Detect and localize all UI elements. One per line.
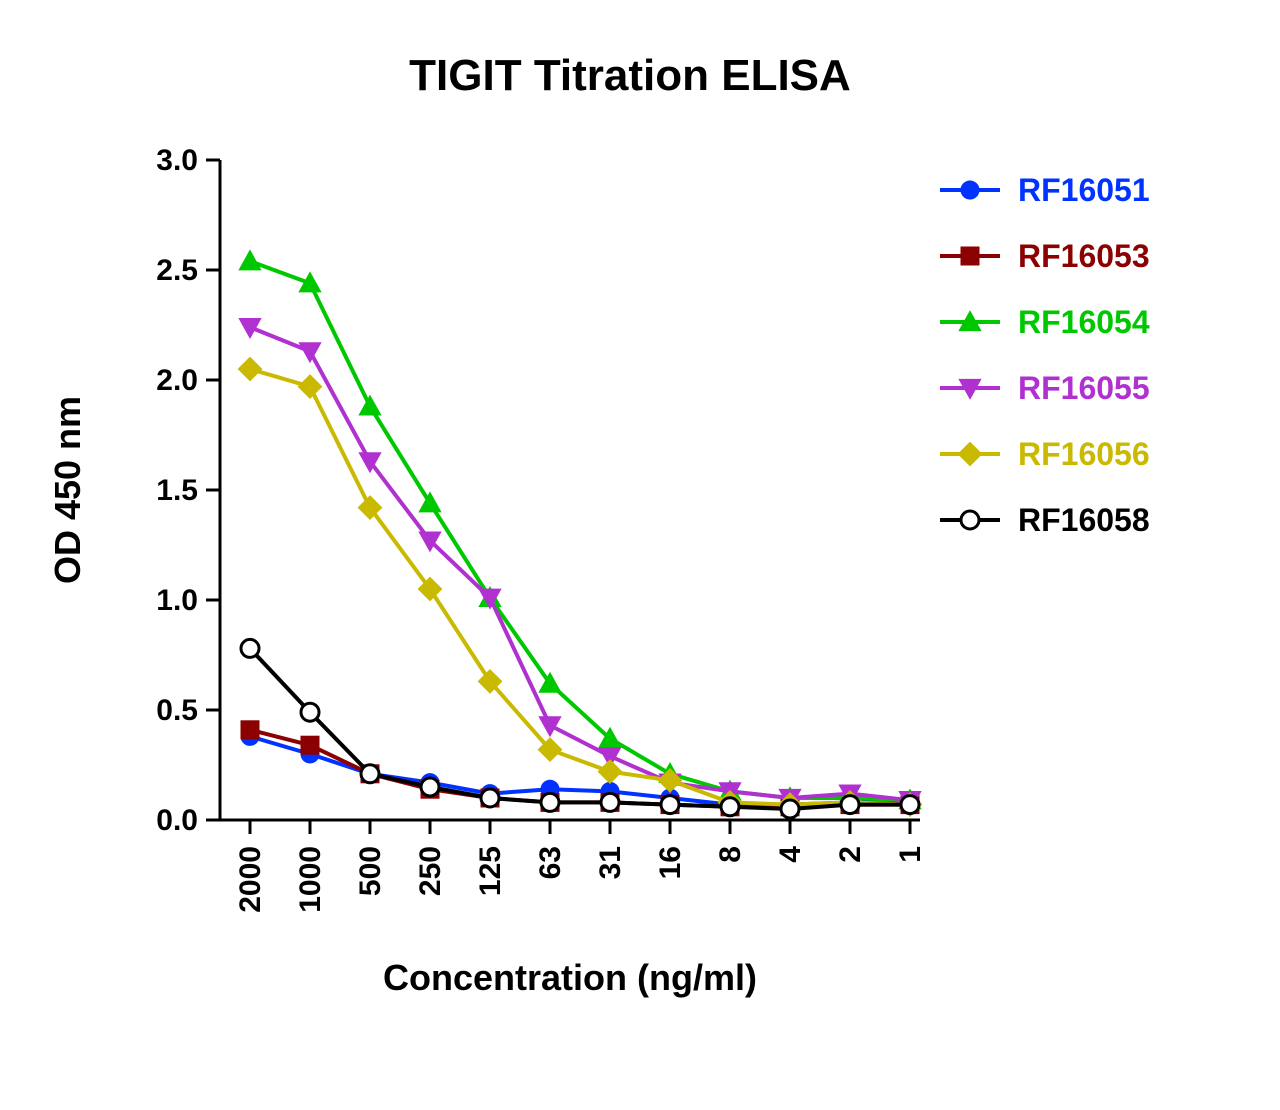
series-marker — [301, 703, 319, 721]
series-marker — [658, 769, 681, 792]
legend-marker — [961, 181, 979, 199]
legend-marker — [961, 511, 979, 529]
series-marker — [598, 760, 621, 783]
x-tick-label: 16 — [654, 846, 687, 879]
series-marker — [241, 721, 259, 739]
x-axis-label: Concentration (ng/ml) — [383, 957, 757, 998]
y-tick-label: 1.0 — [156, 584, 198, 617]
chart-title: TIGIT Titration ELISA — [409, 51, 851, 100]
x-tick-label: 63 — [534, 846, 567, 879]
series-marker — [841, 796, 859, 814]
series-marker — [299, 343, 321, 362]
x-tick-label: 250 — [414, 846, 447, 896]
series-marker — [721, 798, 739, 816]
series-marker — [601, 793, 619, 811]
x-tick-label: 8 — [714, 846, 747, 863]
x-tick-label: 125 — [474, 846, 507, 896]
x-tick-label: 500 — [354, 846, 387, 896]
x-tick-label: 2000 — [234, 846, 267, 913]
x-tick-label: 4 — [774, 846, 807, 863]
series-marker — [421, 778, 439, 796]
series-marker — [541, 793, 559, 811]
y-tick-label: 1.5 — [156, 474, 198, 507]
legend-marker — [961, 247, 979, 265]
series-marker — [901, 796, 919, 814]
chart-container: TIGIT Titration ELISA 0.0 0.5 1.0 1.5 2.0 2.5 3… — [0, 0, 1280, 1110]
legend-label: RF16051 — [1018, 172, 1150, 208]
series-marker — [419, 492, 441, 511]
y-tick-label: 3.0 — [156, 144, 198, 177]
series-marker — [301, 736, 319, 754]
y-tick-label: 0.0 — [156, 804, 198, 837]
series-marker — [781, 800, 799, 818]
x-tick-label: 1000 — [294, 846, 327, 913]
legend-label: RF16055 — [1018, 370, 1150, 406]
series-line — [250, 327, 910, 800]
x-tick-label: 31 — [594, 846, 627, 879]
y-tick-label: 2.5 — [156, 254, 198, 287]
legend-label: RF16056 — [1018, 436, 1150, 472]
legend-label: RF16058 — [1018, 502, 1150, 538]
y-tick-label: 2.0 — [156, 364, 198, 397]
series-marker — [298, 375, 321, 398]
series-marker — [239, 250, 261, 269]
series-marker — [539, 717, 561, 736]
legend-marker — [958, 442, 981, 465]
series-marker — [238, 357, 261, 380]
series-line — [250, 648, 910, 809]
series-marker — [359, 396, 381, 415]
x-tick-label: 2 — [834, 846, 867, 863]
series-marker — [241, 639, 259, 657]
series-line — [250, 261, 910, 800]
elisa-chart: TIGIT Titration ELISA 0.0 0.5 1.0 1.5 2.0 2.5 3… — [0, 0, 1280, 1110]
series-marker — [481, 789, 499, 807]
legend-label: RF16054 — [1018, 304, 1150, 340]
legend-label: RF16053 — [1018, 238, 1150, 274]
y-tick-label: 0.5 — [156, 694, 198, 727]
series-marker — [361, 765, 379, 783]
y-axis-label: OD 450 nm — [47, 396, 88, 584]
series-marker — [661, 796, 679, 814]
series-line — [250, 736, 910, 804]
x-tick-label: 1 — [894, 846, 927, 863]
